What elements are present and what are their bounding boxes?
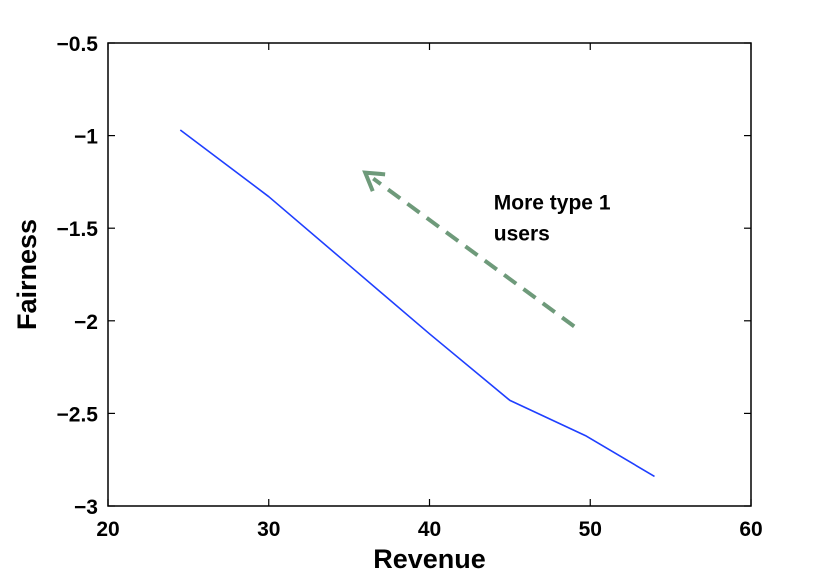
y-tick-label: −2: [74, 311, 98, 334]
x-tick-labels: 20 30 40 50 60: [96, 518, 762, 541]
y-tick-label: −1.5: [57, 218, 99, 241]
annotation-text-line: users: [494, 223, 550, 246]
plot-area-frame: [107, 42, 752, 507]
x-tick-label: 20: [96, 518, 119, 541]
x-tick-label: 40: [418, 518, 441, 541]
axis-ticks: [107, 42, 752, 507]
y-tick-label: −2.5: [57, 403, 99, 426]
y-tick-label: −1: [74, 126, 98, 149]
annotation-text-line: More type 1: [494, 192, 611, 215]
x-tick-label: 50: [579, 518, 602, 541]
x-tick-label: 30: [257, 518, 280, 541]
y-tick-labels: −0.5 −1 −1.5 −2 −2.5 −3: [57, 33, 99, 519]
series-layer: [179, 129, 655, 478]
y-tick-label: −0.5: [57, 33, 99, 56]
trend-arrow-head: [362, 170, 386, 192]
series-line: [179, 129, 655, 478]
annotation-layer: More type 1 users: [362, 170, 611, 328]
x-axis-title: Revenue: [373, 544, 486, 574]
y-axis-title: Fairness: [12, 219, 42, 330]
trend-arrow-shaft: [372, 176, 576, 328]
x-tick-label: 60: [739, 518, 762, 541]
y-tick-label: −3: [74, 496, 98, 519]
